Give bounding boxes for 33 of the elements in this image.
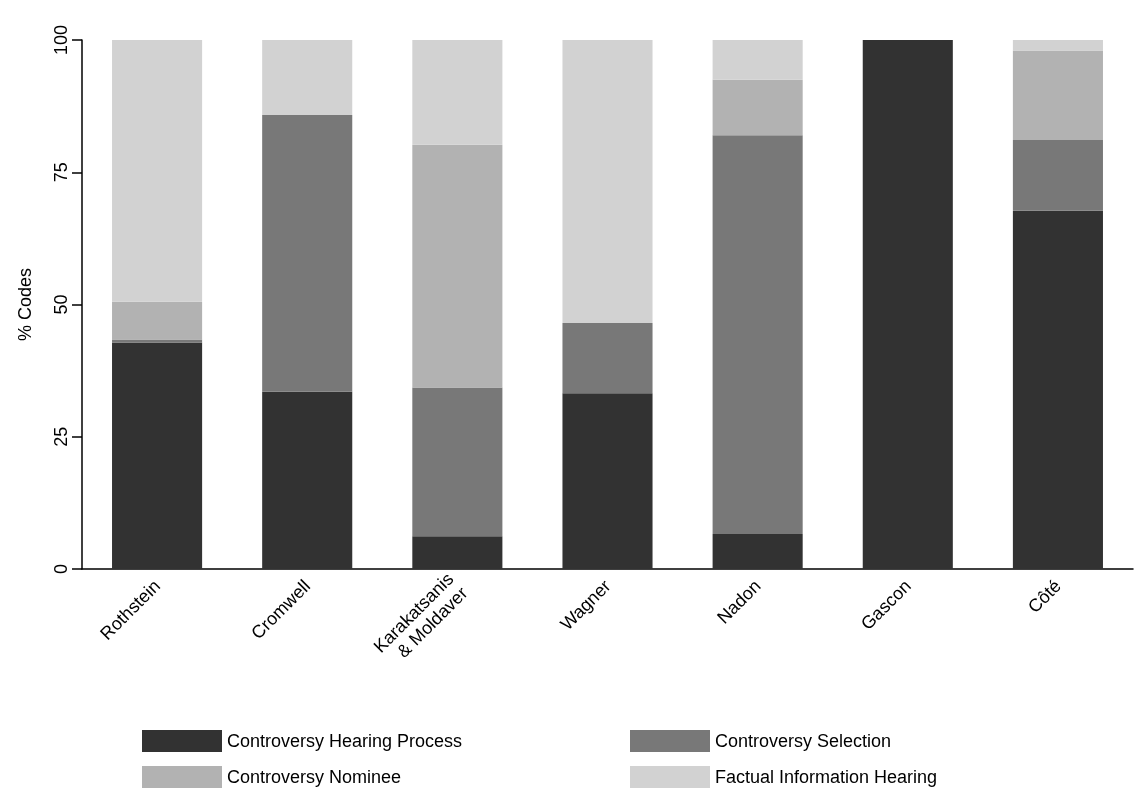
bar <box>1012 139 1103 211</box>
bar <box>712 534 803 569</box>
legend-label: Controversy Selection <box>715 731 892 751</box>
bar <box>412 144 503 388</box>
y-tick-label: 0 <box>51 563 71 575</box>
bar <box>112 40 203 302</box>
bar <box>262 115 353 392</box>
bar <box>112 339 203 343</box>
bar <box>112 301 203 340</box>
bar <box>412 387 503 537</box>
bar <box>412 536 503 569</box>
bar <box>1012 210 1103 569</box>
bar <box>562 393 653 569</box>
legend-label: Controversy Hearing Process <box>227 731 463 751</box>
bar <box>112 342 203 569</box>
bar <box>562 323 653 394</box>
y-axis-title: % Codes <box>15 267 35 342</box>
legend-label: Factual Information Hearing <box>715 767 938 787</box>
y-tick-label: 50 <box>51 294 71 315</box>
bar <box>1012 50 1103 140</box>
bar <box>862 40 953 569</box>
y-tick-label: 25 <box>51 426 71 447</box>
legend-label: Controversy Nominee <box>227 767 402 787</box>
y-tick-label: 100 <box>51 24 71 56</box>
y-tick-label: 75 <box>51 162 71 183</box>
bar <box>712 79 803 136</box>
bar <box>412 40 503 145</box>
bar <box>262 391 353 569</box>
bar <box>262 40 353 116</box>
bar <box>562 40 653 324</box>
bar <box>712 135 803 535</box>
bar <box>712 40 803 80</box>
bar <box>1012 40 1103 51</box>
